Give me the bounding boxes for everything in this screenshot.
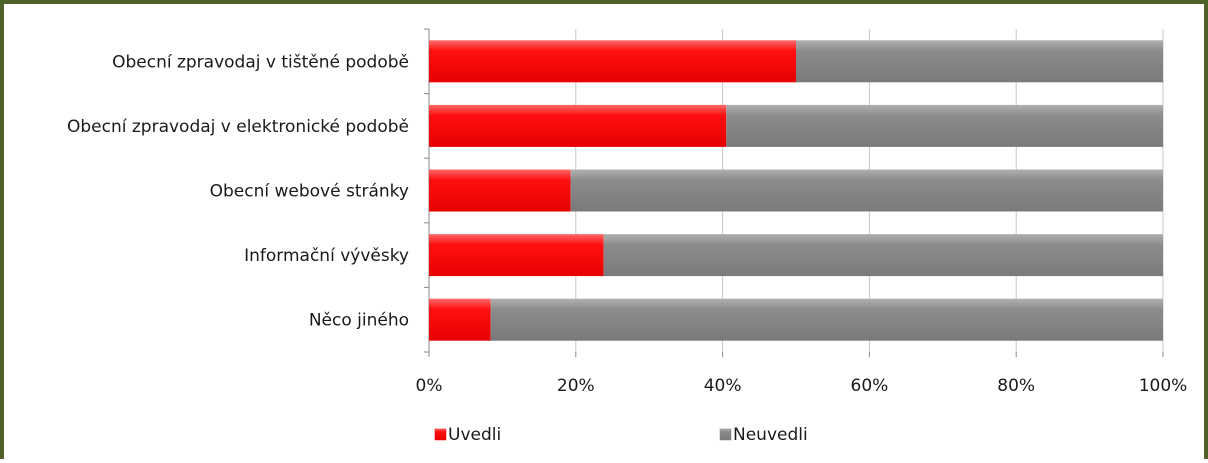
category-label: Obecní webové stránky — [210, 182, 409, 202]
bar-uvedli — [429, 104, 727, 147]
x-tick-label: 40% — [704, 376, 742, 396]
legend-swatch-uvedli — [434, 428, 447, 441]
x-tick-label: 60% — [851, 376, 889, 396]
x-tick-label: 0% — [416, 376, 443, 396]
x-tick-label: 80% — [997, 376, 1035, 396]
legend-swatch-neuvedli — [719, 428, 732, 441]
category-label: Něco jiného — [309, 311, 409, 331]
legend: Uvedli Neuvedli — [434, 425, 808, 445]
bar-neuvedli — [570, 169, 1163, 212]
bar-neuvedli — [603, 234, 1163, 277]
x-axis-ticks: 0% 20% 40% 60% 80% 100% — [416, 376, 1188, 396]
legend-label-uvedli: Uvedli — [448, 425, 501, 445]
bar-uvedli — [429, 40, 796, 83]
bar-uvedli — [429, 169, 571, 212]
bar-uvedli — [429, 298, 491, 341]
bars — [429, 40, 1163, 341]
category-label: Obecní zpravodaj v tištěné podobě — [112, 52, 409, 72]
category-label: Obecní zpravodaj v elektronické podobě — [67, 117, 409, 137]
chart: Obecní zpravodaj v tištěné podobě Obecní … — [67, 28, 1188, 445]
category-labels: Obecní zpravodaj v tištěné podobě Obecní … — [67, 52, 409, 330]
bar-neuvedli — [796, 40, 1163, 83]
category-label: Informační vývěsky — [244, 246, 409, 266]
bar-neuvedli — [726, 104, 1163, 147]
bar-neuvedli — [490, 298, 1163, 341]
bar-uvedli — [429, 234, 604, 277]
x-tick-label: 20% — [557, 376, 595, 396]
x-tick-label: 100% — [1139, 376, 1188, 396]
legend-label-neuvedli: Neuvedli — [733, 425, 808, 445]
